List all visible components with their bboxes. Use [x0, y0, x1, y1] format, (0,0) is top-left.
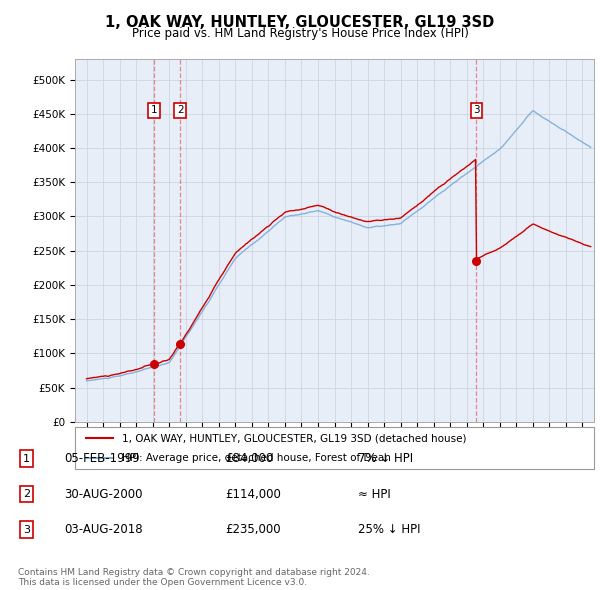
Text: 1: 1 — [23, 454, 30, 464]
Text: 1: 1 — [151, 106, 157, 116]
Text: This data is licensed under the Open Government Licence v3.0.: This data is licensed under the Open Gov… — [18, 578, 307, 587]
Text: HPI: Average price, detached house, Forest of Dean: HPI: Average price, detached house, Fore… — [122, 453, 391, 463]
Text: ≈ HPI: ≈ HPI — [358, 487, 391, 501]
Text: 7% ↓ HPI: 7% ↓ HPI — [358, 452, 413, 466]
Text: 3: 3 — [23, 525, 30, 535]
Text: 1, OAK WAY, HUNTLEY, GLOUCESTER, GL19 3SD: 1, OAK WAY, HUNTLEY, GLOUCESTER, GL19 3S… — [106, 15, 494, 30]
Text: 1, OAK WAY, HUNTLEY, GLOUCESTER, GL19 3SD (detached house): 1, OAK WAY, HUNTLEY, GLOUCESTER, GL19 3S… — [122, 434, 466, 444]
FancyBboxPatch shape — [75, 427, 594, 469]
Text: 3: 3 — [473, 106, 480, 116]
Text: 2: 2 — [23, 489, 30, 499]
Text: £84,000: £84,000 — [225, 452, 274, 466]
Text: £235,000: £235,000 — [225, 523, 281, 536]
Text: 05-FEB-1999: 05-FEB-1999 — [64, 452, 139, 466]
Text: 2: 2 — [177, 106, 184, 116]
Text: 25% ↓ HPI: 25% ↓ HPI — [358, 523, 420, 536]
Text: 30-AUG-2000: 30-AUG-2000 — [64, 487, 142, 501]
Text: 03-AUG-2018: 03-AUG-2018 — [64, 523, 142, 536]
Text: Contains HM Land Registry data © Crown copyright and database right 2024.: Contains HM Land Registry data © Crown c… — [18, 568, 370, 576]
Text: Price paid vs. HM Land Registry's House Price Index (HPI): Price paid vs. HM Land Registry's House … — [131, 27, 469, 40]
Text: £114,000: £114,000 — [225, 487, 281, 501]
